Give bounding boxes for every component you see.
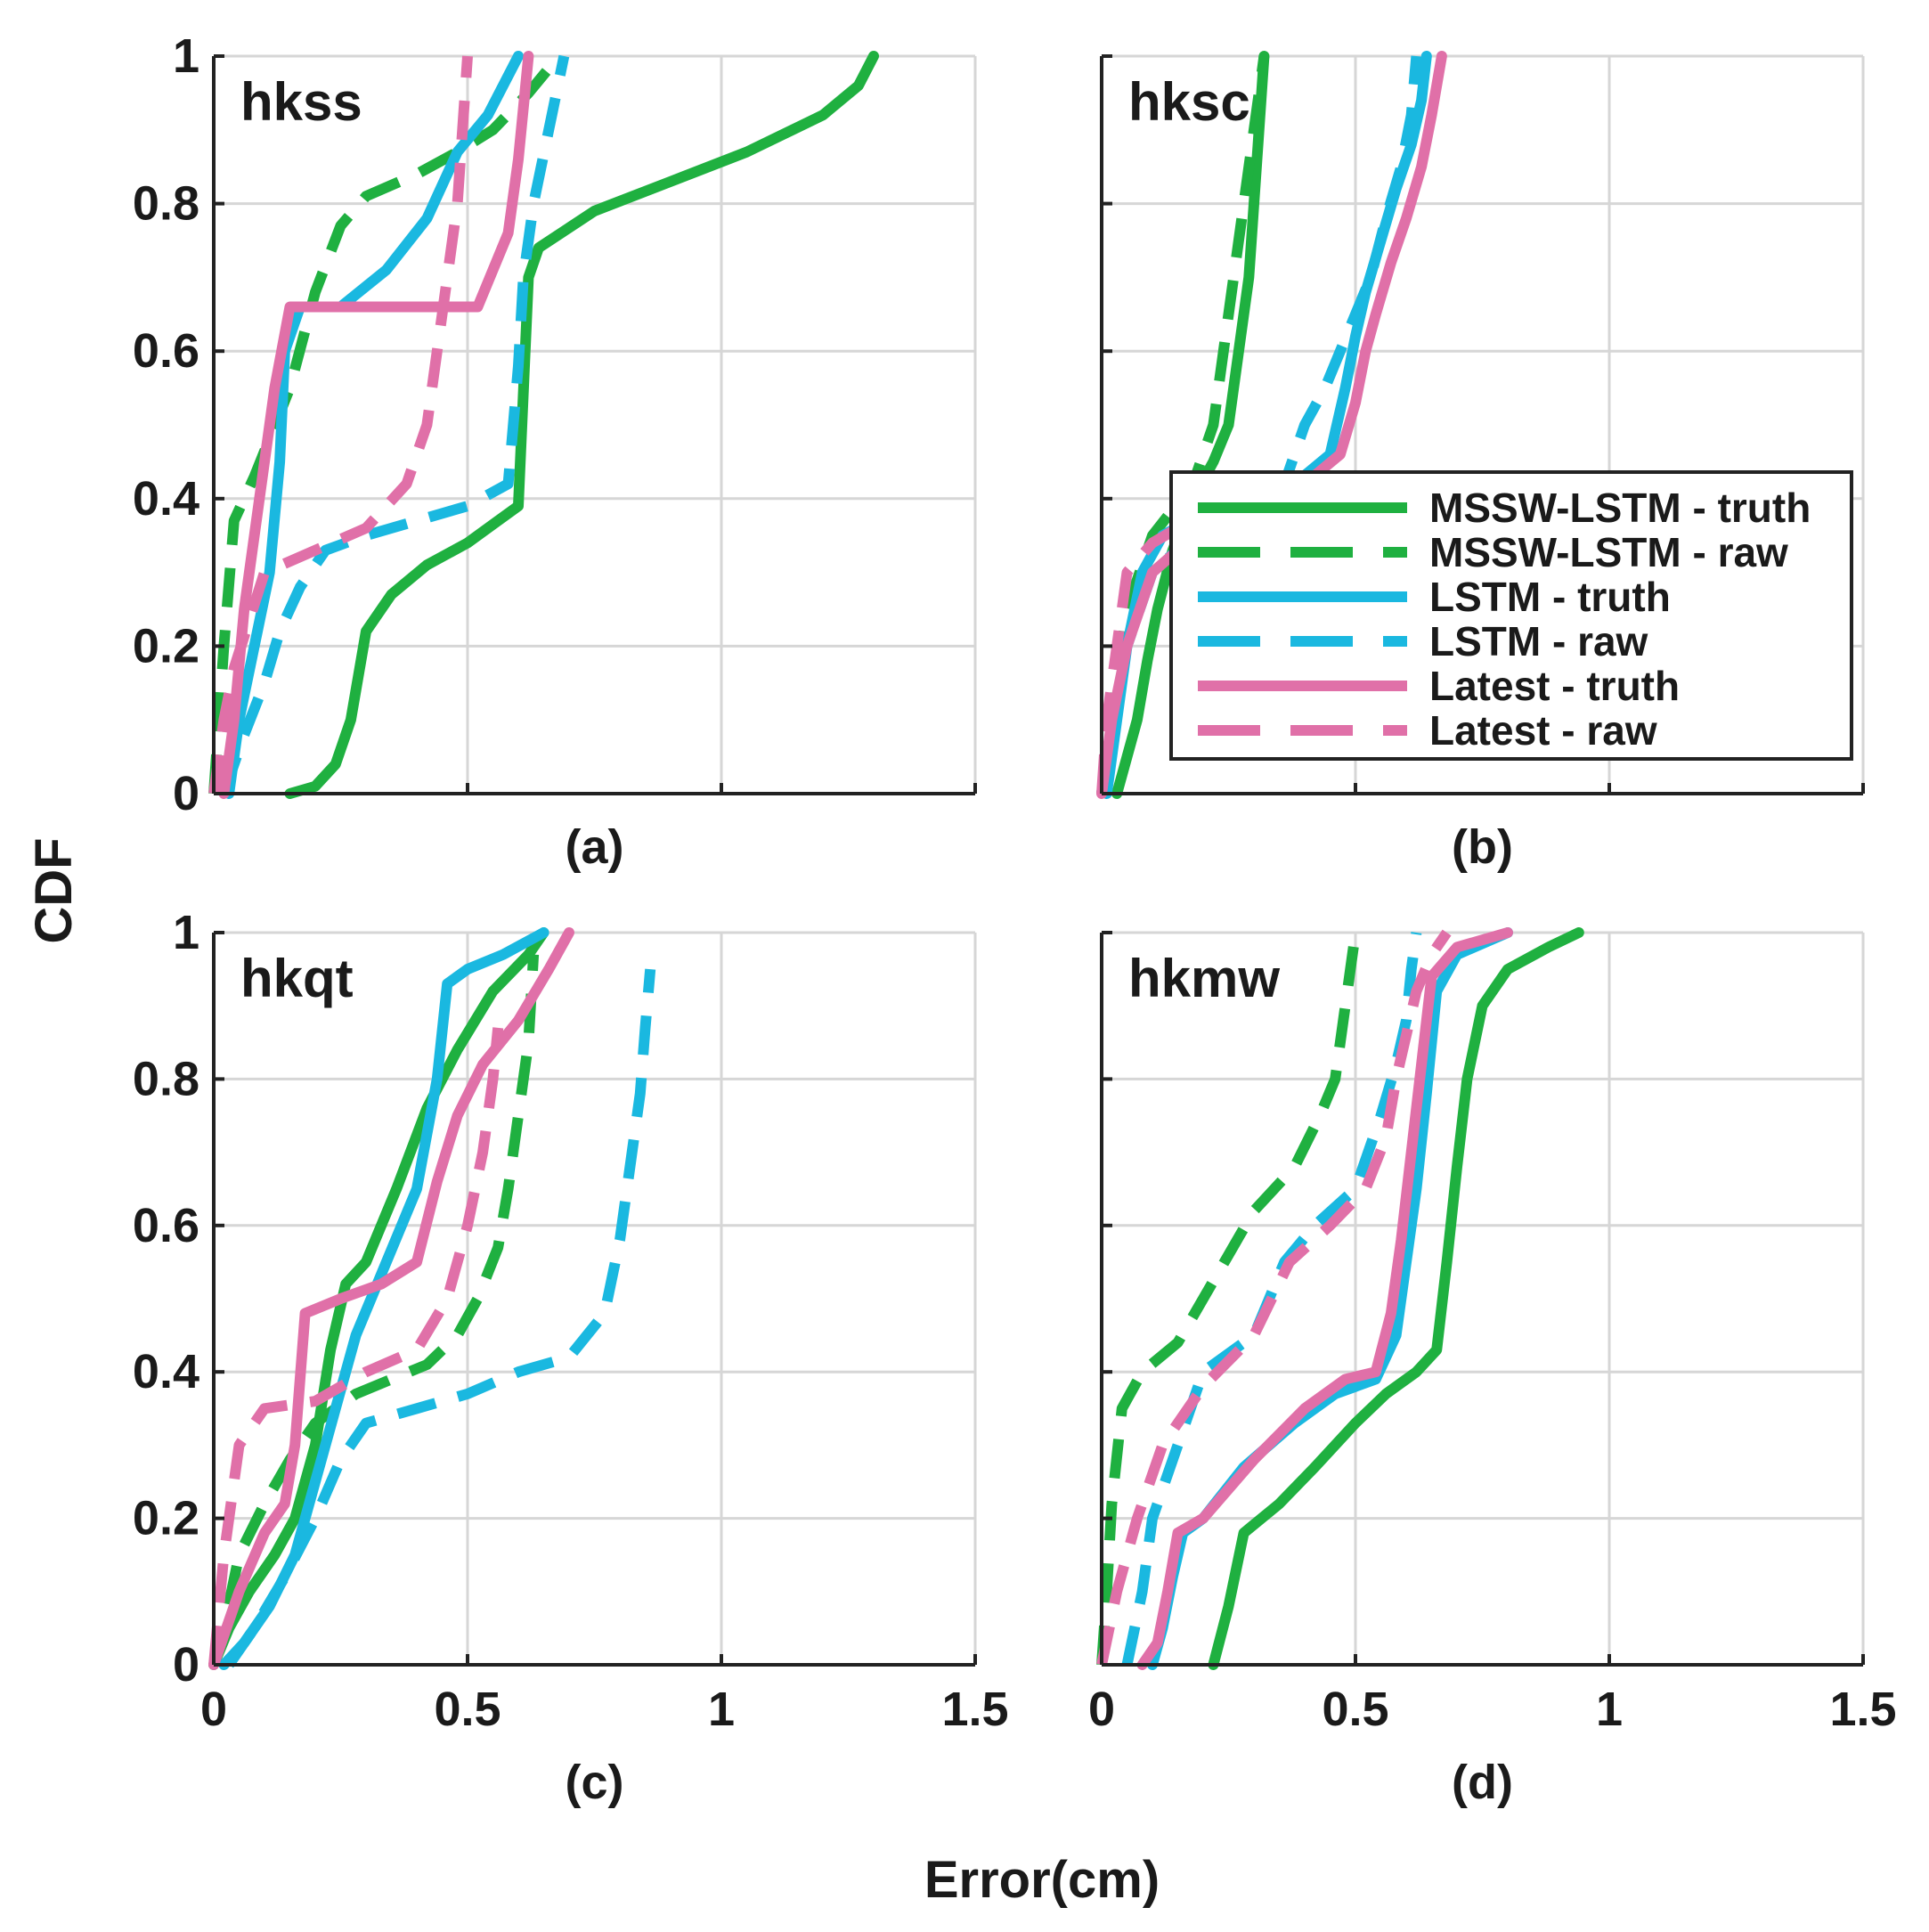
series-line [208,55,473,795]
y-axis-label: CDF [25,837,83,943]
plot-area [1102,933,1863,1665]
subplot-c: 0 0.2 0.4 0.6 0.8 1 0 0.5 1 1.5 hkqt (c) [133,906,1009,1809]
y-tick-label: 0 [173,767,199,820]
legend-label: MSSW-LSTM - raw [1429,529,1788,575]
x-tick-label: 0 [200,1683,227,1736]
plot-area [214,56,975,794]
series-group [1096,927,1584,1670]
subplot-title: hkss [240,72,362,132]
x-tick-label: 0.5 [1322,1683,1388,1736]
series-line [1096,932,1361,1666]
subplot-d: 0 0.5 1 1.5 hkmw (d) [1088,927,1897,1809]
y-tick-label: 0.8 [133,177,199,231]
y-tick-label: 0.4 [133,472,199,526]
series-group [208,927,656,1670]
subplot-title: hksc [1128,72,1250,132]
y-tick-label: 0.6 [133,1199,199,1252]
series-line [1208,927,1584,1670]
series-line [208,954,540,1667]
y-tick-label: 0.2 [133,1492,199,1545]
x-axis-label: Error(cm) [924,1851,1160,1909]
series-line [1096,51,1447,799]
y-tick-label: 0.4 [133,1345,199,1398]
subplot-caption: (a) [566,820,624,874]
x-tick-label: 0.5 [434,1683,501,1736]
series-line [284,51,879,799]
legend-label: Latest - truth [1429,663,1680,709]
legend-label: LSTM - raw [1429,618,1648,664]
x-tick-label: 1 [708,1683,735,1736]
y-tick-label: 1 [173,29,199,83]
x-tick-label: 1.5 [941,1683,1008,1736]
series-line [218,54,570,795]
y-tick-label: 0.8 [133,1052,199,1105]
legend-label: LSTM - truth [1429,574,1671,620]
series-line [1096,478,1297,795]
subplot-a: 0 0.2 0.4 0.6 0.8 1 hkss (a) [133,29,977,874]
y-tick-label: 0.6 [133,324,199,378]
series-line [1121,932,1422,1667]
series-line [1096,929,1452,1667]
y-tick-label: 1 [173,906,199,959]
series-line [208,927,549,1670]
y-tick-label: 0 [173,1638,199,1692]
series-line [224,968,656,1668]
series-group [208,51,879,799]
subplot-caption: (c) [566,1756,624,1809]
legend-label: Latest - raw [1429,707,1657,754]
series-line [208,1027,504,1666]
x-tick-label: 0 [1088,1683,1115,1736]
series-line [218,51,534,799]
series-line [208,927,574,1670]
series-line [1136,927,1513,1670]
series-line [208,53,564,795]
subplot-caption: (d) [1452,1756,1513,1809]
legend-box [1169,470,1853,761]
legend-label: MSSW-LSTM - truth [1429,485,1811,531]
x-tick-label: 1.5 [1829,1683,1896,1736]
y-tick-label: 0.2 [133,619,199,673]
x-tick-label: 1 [1596,1683,1623,1736]
subplot-caption: (b) [1452,820,1513,874]
subplot-title: hkqt [240,949,354,1008]
subplot-title: hkmw [1128,949,1280,1008]
